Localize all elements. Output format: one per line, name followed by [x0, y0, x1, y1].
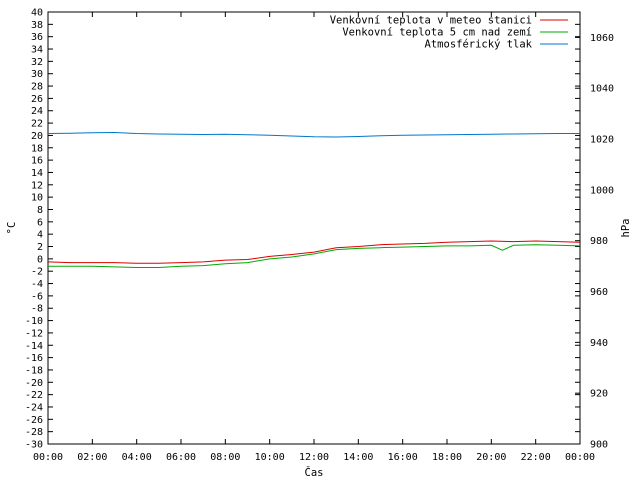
legend-label-1: Venkovní teplota v meteo stanici [330, 15, 532, 27]
y-tick-label: 12 [31, 180, 43, 191]
x-tick-label: 12:00 [299, 452, 329, 463]
series-line-2 [48, 244, 581, 268]
y-tick-label: 18 [31, 143, 43, 154]
y-tick-label: -12 [25, 328, 43, 339]
y2-tick-label: 1020 [590, 135, 614, 146]
y-tick-label: 6 [37, 217, 43, 228]
y-tick-label: 16 [31, 156, 43, 167]
y-tick-label: -4 [31, 279, 43, 290]
ticks-layer: 4038363432302826242220181614121086420-2-… [25, 8, 614, 464]
y-tick-label: -8 [31, 304, 43, 315]
y-tick-label: 24 [31, 106, 43, 117]
y-tick-label: -16 [25, 353, 43, 364]
y-tick-label: 8 [37, 205, 43, 216]
y-tick-label: 30 [31, 69, 43, 80]
y-tick-label: 4 [37, 230, 43, 241]
legend: Venkovní teplota v meteo staniciVenkovní… [330, 15, 568, 51]
series-layer [47, 131, 581, 268]
y-tick-label: 26 [31, 94, 43, 105]
y2-tick-label: 1040 [590, 84, 614, 95]
x-tick-label: 04:00 [122, 452, 152, 463]
legend-label-2: Venkovní teplota 5 cm nad zemí [342, 27, 532, 39]
x-tick-label: 22:00 [521, 452, 551, 463]
y-tick-label: -30 [25, 440, 43, 451]
x-tick-label: 02:00 [77, 452, 107, 463]
y2-tick-label: 980 [590, 236, 608, 247]
y-tick-label: 14 [31, 168, 43, 179]
x-tick-label: 18:00 [432, 452, 462, 463]
y-tick-label: 28 [31, 82, 43, 93]
y-tick-label: 2 [37, 242, 43, 253]
y-tick-label: 20 [31, 131, 43, 142]
x-tick-label: 20:00 [476, 452, 506, 463]
x-tick-label: 00:00 [565, 452, 595, 463]
x-tick-label: 14:00 [343, 452, 373, 463]
y2-tick-label: 900 [590, 440, 608, 451]
plot-frame [47, 11, 581, 445]
y2-axis-label: hPa [620, 219, 632, 238]
x-tick-label: 06:00 [166, 452, 196, 463]
y-tick-label: -26 [25, 415, 43, 426]
y-tick-label: 38 [31, 20, 43, 31]
series-line-3 [47, 131, 580, 138]
y-tick-label: 22 [31, 119, 43, 130]
y2-tick-label: 960 [590, 287, 608, 298]
x-tick-label: 16:00 [388, 452, 418, 463]
y-tick-label: -6 [31, 291, 43, 302]
y-tick-label: 10 [31, 193, 43, 204]
y-tick-label: 40 [31, 8, 43, 19]
y-tick-label: -18 [25, 365, 43, 376]
y-tick-label: 0 [37, 254, 43, 265]
y-tick-label: -28 [25, 427, 43, 438]
y-tick-label: -10 [25, 316, 43, 327]
y2-tick-label: 940 [590, 338, 608, 349]
y2-tick-label: 1060 [590, 33, 614, 44]
y-tick-label: -20 [25, 378, 43, 389]
legend-label-3: Atmosférický tlak [425, 39, 533, 51]
y-tick-label: -24 [25, 402, 43, 413]
y-tick-label: -2 [31, 267, 43, 278]
y-tick-label: -22 [25, 390, 43, 401]
x-tick-label: 10:00 [255, 452, 285, 463]
x-tick-label: 00:00 [33, 452, 63, 463]
series-line-1 [47, 240, 581, 264]
y-tick-label: -14 [25, 341, 43, 352]
x-axis-label: Čas [305, 466, 324, 479]
x-tick-label: 08:00 [210, 452, 240, 463]
y-tick-label: 34 [31, 45, 43, 56]
y2-tick-label: 1000 [590, 185, 614, 196]
y-axis-label: °C [6, 222, 18, 235]
y-tick-label: 36 [31, 32, 43, 43]
y-tick-label: 32 [31, 57, 43, 68]
y2-tick-label: 920 [590, 389, 608, 400]
